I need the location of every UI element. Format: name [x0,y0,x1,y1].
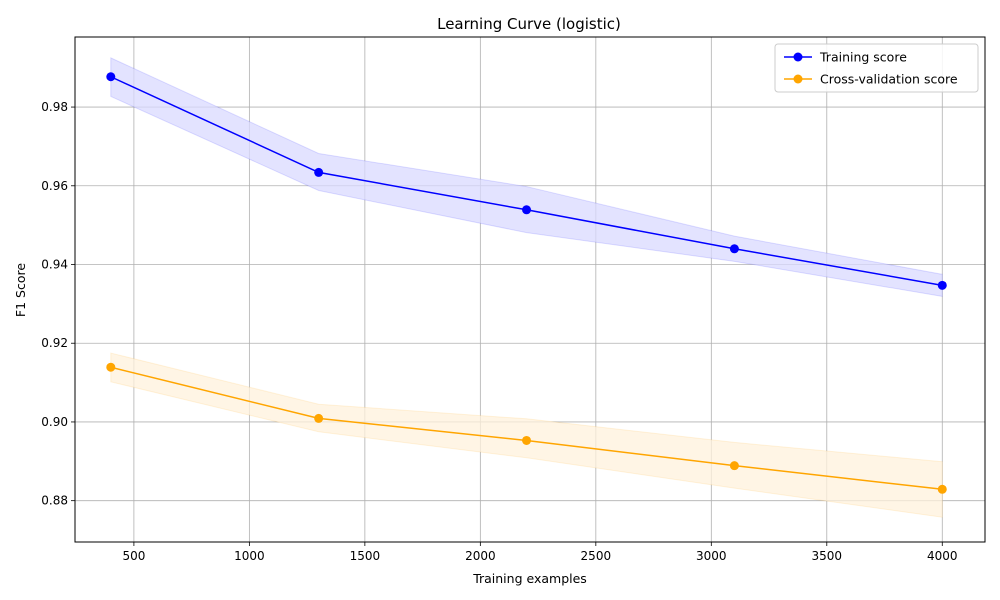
data-point [522,205,532,215]
grid [75,37,985,542]
data-point [106,362,116,372]
y-tick-label: 0.92 [41,336,68,350]
x-tick-label: 4000 [927,549,958,563]
y-tick-label: 0.96 [41,179,68,193]
data-point [937,484,947,494]
x-tick-label: 2000 [465,549,496,563]
y-axis-title: F1 Score [13,263,28,317]
data-point [106,72,116,82]
x-tick-label: 3000 [696,549,727,563]
y-tick-label: 0.98 [41,100,68,114]
data-point [729,244,739,254]
x-axis-ticks: 500 1000 1500 2000 2500 3000 3500 4000 [122,542,958,563]
confidence-bands [110,57,943,518]
confidence-band-0 [110,57,943,297]
data-point [729,461,739,471]
x-tick-label: 2500 [581,549,612,563]
y-axis-ticks: 0.88 0.90 0.92 0.94 0.96 0.98 [41,100,75,508]
x-tick-label: 3500 [812,549,843,563]
x-axis-title: Training examples [472,571,587,586]
data-point [937,280,947,290]
x-tick-label: 500 [122,549,145,563]
x-tick-label: 1000 [234,549,265,563]
data-point [314,167,324,177]
y-tick-label: 0.90 [41,415,68,429]
legend-box [774,43,979,93]
data-point [314,413,324,423]
x-tick-label: 1500 [350,549,381,563]
legend-label-training: Training score [819,50,907,65]
legend-marker-training [793,52,803,62]
legend: Training score Cross-validation score [774,43,979,93]
plot-frame [74,36,986,543]
legend-label-cv: Cross-validation score [820,72,958,87]
y-tick-label: 0.88 [41,494,68,508]
confidence-band-1 [110,352,943,518]
y-tick-label: 0.94 [41,258,68,272]
chart-title: Learning Curve (logistic) [437,15,621,33]
data-point [522,435,532,445]
series [106,72,947,494]
legend-marker-cv [793,74,803,84]
